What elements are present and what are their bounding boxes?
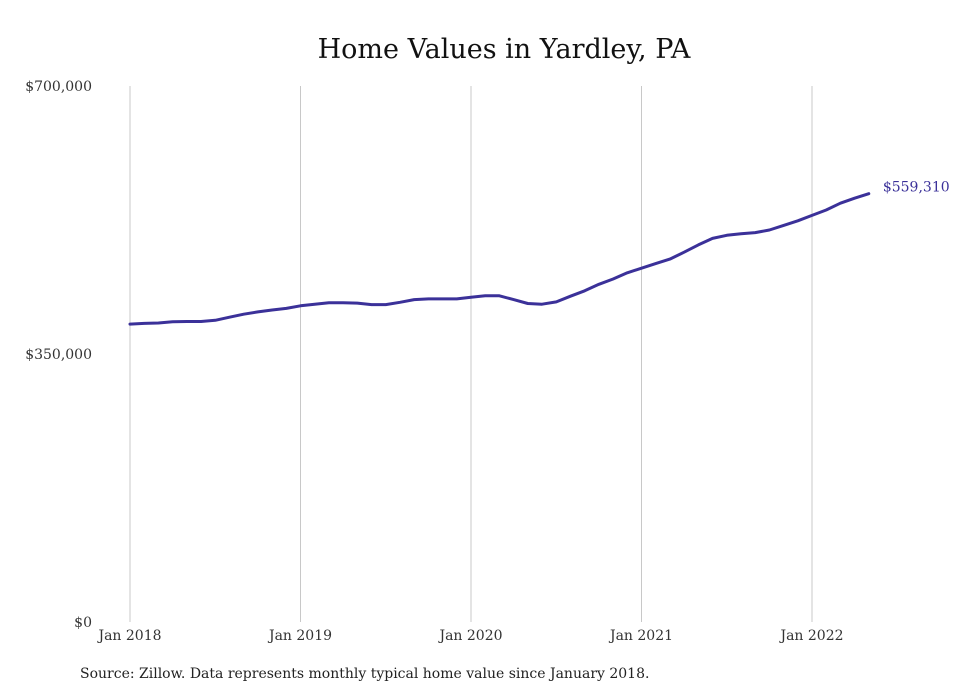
x-tick-label: Jan 2021 bbox=[608, 628, 673, 644]
x-tick-label: Jan 2020 bbox=[437, 628, 502, 644]
y-axis-ticks: $0 $350,000 $700,000 bbox=[25, 79, 92, 631]
source-note: Source: Zillow. Data represents monthly … bbox=[80, 666, 650, 682]
end-value-label: $559,310 bbox=[883, 180, 950, 196]
x-tick-label: Jan 2018 bbox=[96, 628, 161, 644]
x-tick-label: Jan 2022 bbox=[778, 628, 843, 644]
x-tick-label: Jan 2019 bbox=[267, 628, 332, 644]
y-tick-label: $0 bbox=[74, 615, 92, 631]
x-axis-ticks: Jan 2018 Jan 2019 Jan 2020 Jan 2021 Jan 2022 bbox=[96, 628, 843, 644]
line-chart: Home Values in Yardley, PA $0 $350,000 $70… bbox=[25, 34, 950, 644]
home-value-line bbox=[128, 192, 871, 326]
y-tick-label: $700,000 bbox=[25, 79, 92, 95]
gridlines bbox=[129, 86, 813, 622]
chart-title: Home Values in Yardley, PA bbox=[318, 34, 691, 65]
y-tick-label: $350,000 bbox=[25, 347, 92, 363]
